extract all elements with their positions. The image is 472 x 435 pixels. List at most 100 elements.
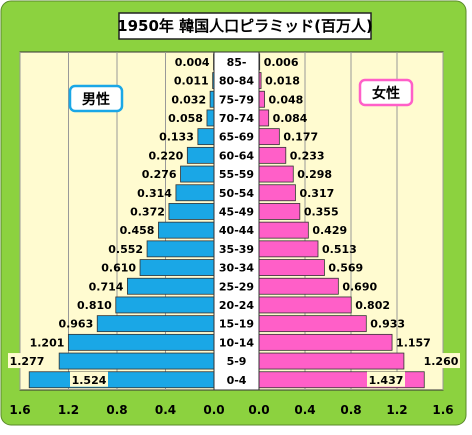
male-bar [116, 297, 214, 313]
age-category-label: 80-84 [219, 75, 255, 88]
female-axis-tick-label: 0.0 [248, 403, 269, 417]
male-bar [207, 110, 214, 126]
male-value-label: 0.963 [58, 318, 93, 331]
male-bar [68, 334, 214, 350]
female-bar [259, 334, 392, 350]
male-bar [59, 353, 214, 369]
female-value-label: 1.260 [424, 355, 459, 368]
male-bar [127, 278, 214, 294]
male-bar [176, 185, 214, 201]
age-category-label: 40-44 [219, 224, 255, 237]
female-bar [259, 353, 404, 369]
male-bar [97, 316, 214, 332]
male-bar [198, 129, 214, 145]
female-bar [259, 222, 308, 238]
female-value-label: 0.233 [290, 149, 325, 162]
female-value-label: 0.933 [370, 318, 405, 331]
age-category-label: 30-34 [219, 262, 255, 275]
age-category-label: 65-69 [219, 131, 254, 144]
female-axis-tick-label: 1.2 [386, 403, 407, 417]
male-value-label: 0.552 [108, 243, 143, 256]
male-value-label: 0.372 [130, 205, 165, 218]
male-bar [140, 260, 214, 276]
male-bar [158, 222, 214, 238]
female-value-label: 0.690 [342, 280, 377, 293]
female-axis-tick-label: 1.6 [432, 403, 453, 417]
female-value-label: 0.177 [283, 131, 318, 144]
male-axis-tick-label: 0.4 [155, 403, 176, 417]
male-axis-tick-label: 1.6 [9, 403, 30, 417]
male-axis-tick-label: 0.8 [106, 403, 127, 417]
age-category-label: 20-24 [219, 299, 255, 312]
age-category-label: 15-19 [219, 318, 254, 331]
male-value-label: 1.201 [30, 336, 65, 349]
age-category-label: 45-49 [219, 205, 254, 218]
age-category-label: 70-74 [219, 112, 255, 125]
male-bar [29, 372, 214, 388]
male-value-label: 0.314 [137, 187, 172, 200]
female-bar [259, 110, 269, 126]
male-value-label: 0.133 [159, 131, 194, 144]
female-bar [259, 185, 295, 201]
female-bar [259, 91, 265, 107]
age-category-label: 10-14 [219, 336, 255, 349]
male-value-label: 0.011 [174, 75, 209, 88]
male-value-label: 0.032 [171, 93, 206, 106]
male-value-label: 1.524 [72, 374, 107, 387]
legend-male-label: 男性 [82, 91, 110, 108]
male-bar [187, 147, 214, 163]
male-value-label: 0.810 [77, 299, 112, 312]
female-value-label: 1.157 [396, 336, 431, 349]
male-value-label: 0.058 [168, 112, 203, 125]
male-bar [169, 203, 214, 219]
age-category-label: 60-64 [219, 149, 255, 162]
female-bar [259, 147, 286, 163]
female-value-label: 0.006 [264, 56, 299, 69]
female-bar [259, 129, 279, 145]
age-category-label: 25-29 [219, 280, 254, 293]
male-bar [181, 166, 214, 182]
female-axis-tick-label: 0.4 [294, 403, 315, 417]
female-value-label: 0.084 [273, 112, 308, 125]
female-value-label: 0.018 [265, 75, 300, 88]
male-axis-tick-label: 1.2 [58, 403, 79, 417]
female-value-label: 0.429 [312, 224, 347, 237]
female-value-label: 0.048 [269, 93, 304, 106]
female-bar [259, 278, 338, 294]
age-category-label: 50-54 [219, 187, 255, 200]
male-value-label: 0.276 [142, 168, 177, 181]
male-value-label: 0.004 [175, 56, 210, 69]
female-value-label: 0.355 [304, 205, 339, 218]
male-bar [210, 91, 214, 107]
male-bar [147, 241, 214, 257]
male-value-label: 0.610 [101, 262, 136, 275]
age-category-label: 75-79 [219, 93, 254, 106]
female-bar [259, 260, 324, 276]
age-category-label: 55-59 [219, 168, 254, 181]
age-category-label: 85- [227, 56, 247, 69]
female-bar [259, 203, 300, 219]
female-bar [259, 297, 351, 313]
male-value-label: 0.458 [120, 224, 155, 237]
age-category-label: 0-4 [227, 374, 247, 387]
female-axis-tick-label: 0.8 [340, 403, 361, 417]
age-category-label: 5-9 [227, 355, 247, 368]
female-value-label: 1.437 [369, 374, 404, 387]
male-axis-tick-label: 0.0 [203, 403, 224, 417]
female-value-label: 0.513 [322, 243, 357, 256]
female-bar [259, 316, 366, 332]
female-value-label: 0.298 [297, 168, 332, 181]
age-category-label: 35-39 [219, 243, 254, 256]
female-value-label: 0.569 [328, 262, 363, 275]
female-bar [259, 241, 318, 257]
chart-title: 1950年 韓国人口ピラミッド(百万人) [117, 17, 373, 35]
female-bar [259, 166, 293, 182]
legend-female-label: 女性 [372, 85, 400, 102]
male-value-label: 0.220 [149, 149, 184, 162]
female-value-label: 0.317 [299, 187, 334, 200]
female-value-label: 0.802 [355, 299, 390, 312]
male-value-label: 0.714 [89, 280, 124, 293]
male-value-label: 1.277 [10, 355, 45, 368]
